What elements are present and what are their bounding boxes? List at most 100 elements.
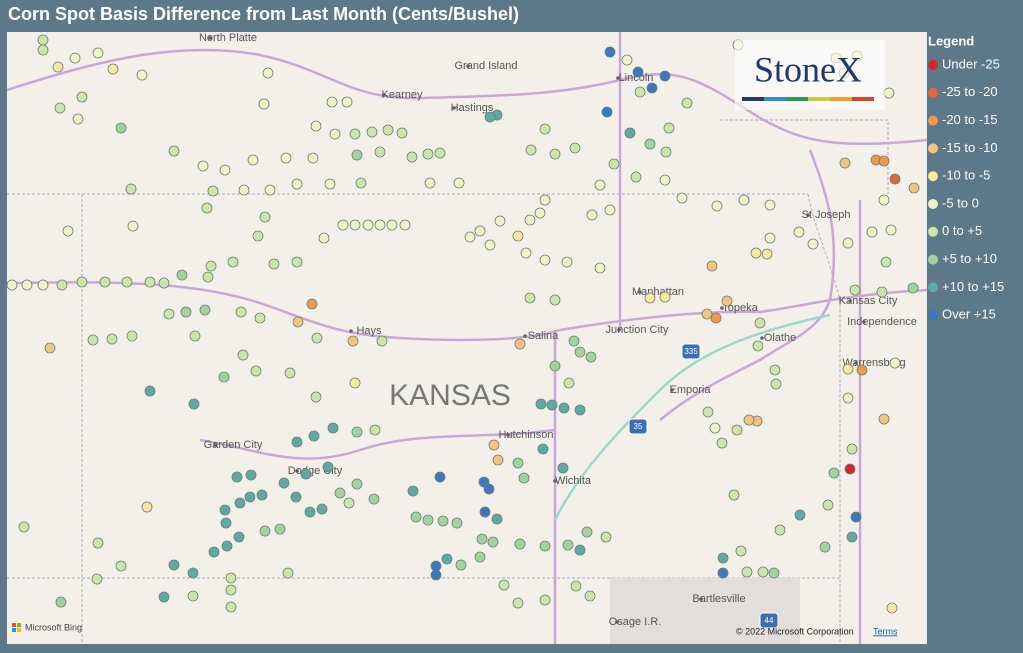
location-dot[interactable] xyxy=(844,463,856,475)
location-dot[interactable] xyxy=(646,82,658,94)
location-dot[interactable] xyxy=(721,295,733,307)
location-dot[interactable] xyxy=(644,292,656,304)
location-dot[interactable] xyxy=(259,525,271,537)
location-dot[interactable] xyxy=(374,146,386,158)
location-dot[interactable] xyxy=(586,209,598,221)
location-dot[interactable] xyxy=(856,364,868,376)
location-dot[interactable] xyxy=(807,238,819,250)
location-dot[interactable] xyxy=(245,469,257,481)
location-dot[interactable] xyxy=(233,531,245,543)
location-dot[interactable] xyxy=(254,312,266,324)
location-dot[interactable] xyxy=(770,378,782,390)
location-dot[interactable] xyxy=(441,553,453,565)
location-dot[interactable] xyxy=(453,177,465,189)
location-dot[interactable] xyxy=(6,279,18,291)
location-dot[interactable] xyxy=(62,225,74,237)
location-dot[interactable] xyxy=(284,367,296,379)
location-dot[interactable] xyxy=(539,123,551,135)
location-dot[interactable] xyxy=(819,541,831,553)
location-dot[interactable] xyxy=(706,260,718,272)
location-dot[interactable] xyxy=(498,579,510,591)
location-dot[interactable] xyxy=(524,214,536,226)
location-dot[interactable] xyxy=(355,177,367,189)
location-dot[interactable] xyxy=(337,219,349,231)
location-dot[interactable] xyxy=(488,439,500,451)
location-dot[interactable] xyxy=(878,155,890,167)
location-dot[interactable] xyxy=(764,232,776,244)
location-dot[interactable] xyxy=(106,333,118,345)
location-dot[interactable] xyxy=(878,413,890,425)
location-dot[interactable] xyxy=(494,215,506,227)
location-dot[interactable] xyxy=(663,122,675,134)
location-dot[interactable] xyxy=(37,34,49,46)
location-dot[interactable] xyxy=(422,514,434,526)
location-dot[interactable] xyxy=(681,97,693,109)
location-dot[interactable] xyxy=(889,173,901,185)
location-dot[interactable] xyxy=(562,539,574,551)
location-dot[interactable] xyxy=(850,511,862,523)
location-dot[interactable] xyxy=(304,506,316,518)
location-dot[interactable] xyxy=(842,363,854,375)
location-dot[interactable] xyxy=(549,360,561,372)
location-dot[interactable] xyxy=(386,219,398,231)
location-dot[interactable] xyxy=(247,154,259,166)
location-dot[interactable] xyxy=(717,552,729,564)
location-dot[interactable] xyxy=(849,284,861,296)
location-dot[interactable] xyxy=(341,96,353,108)
location-dot[interactable] xyxy=(728,489,740,501)
location-dot[interactable] xyxy=(87,334,99,346)
location-dot[interactable] xyxy=(594,179,606,191)
location-dot[interactable] xyxy=(374,219,386,231)
location-dot[interactable] xyxy=(451,517,463,529)
location-dot[interactable] xyxy=(407,485,419,497)
location-dot[interactable] xyxy=(21,279,33,291)
location-dot[interactable] xyxy=(225,601,237,613)
location-dot[interactable] xyxy=(290,491,302,503)
location-dot[interactable] xyxy=(563,377,575,389)
location-dot[interactable] xyxy=(410,511,422,523)
location-dot[interactable] xyxy=(180,306,192,318)
location-dot[interactable] xyxy=(187,567,199,579)
location-dot[interactable] xyxy=(644,138,656,150)
location-dot[interactable] xyxy=(310,120,322,132)
location-dot[interactable] xyxy=(574,346,586,358)
location-dot[interactable] xyxy=(908,182,920,194)
location-dot[interactable] xyxy=(220,517,232,529)
location-dot[interactable] xyxy=(537,443,549,455)
location-dot[interactable] xyxy=(252,230,264,242)
location-dot[interactable] xyxy=(351,478,363,490)
location-dot[interactable] xyxy=(569,142,581,154)
location-dot[interactable] xyxy=(396,127,408,139)
location-dot[interactable] xyxy=(238,184,250,196)
location-dot[interactable] xyxy=(768,567,780,579)
location-dot[interactable] xyxy=(280,152,292,164)
location-dot[interactable] xyxy=(37,279,49,291)
location-dot[interactable] xyxy=(168,559,180,571)
location-dot[interactable] xyxy=(158,591,170,603)
location-dot[interactable] xyxy=(127,220,139,232)
location-dot[interactable] xyxy=(518,472,530,484)
location-dot[interactable] xyxy=(292,316,304,328)
location-dot[interactable] xyxy=(115,560,127,572)
location-dot[interactable] xyxy=(886,602,898,614)
location-dot[interactable] xyxy=(793,226,805,238)
location-dot[interactable] xyxy=(630,171,642,183)
location-dot[interactable] xyxy=(701,308,713,320)
location-dot[interactable] xyxy=(44,342,56,354)
location-dot[interactable] xyxy=(237,349,249,361)
location-dot[interactable] xyxy=(484,111,496,123)
location-dot[interactable] xyxy=(225,572,237,584)
location-dot[interactable] xyxy=(221,540,233,552)
location-dot[interactable] xyxy=(512,597,524,609)
location-dot[interactable] xyxy=(846,531,858,543)
location-dot[interactable] xyxy=(56,279,68,291)
location-dot[interactable] xyxy=(201,202,213,214)
location-dot[interactable] xyxy=(750,247,762,259)
location-dot[interactable] xyxy=(885,224,897,236)
location-dot[interactable] xyxy=(99,276,111,288)
location-dot[interactable] xyxy=(72,113,84,125)
location-dot[interactable] xyxy=(136,69,148,81)
location-dot[interactable] xyxy=(514,338,526,350)
location-dot[interactable] xyxy=(311,332,323,344)
location-dot[interactable] xyxy=(574,404,586,416)
